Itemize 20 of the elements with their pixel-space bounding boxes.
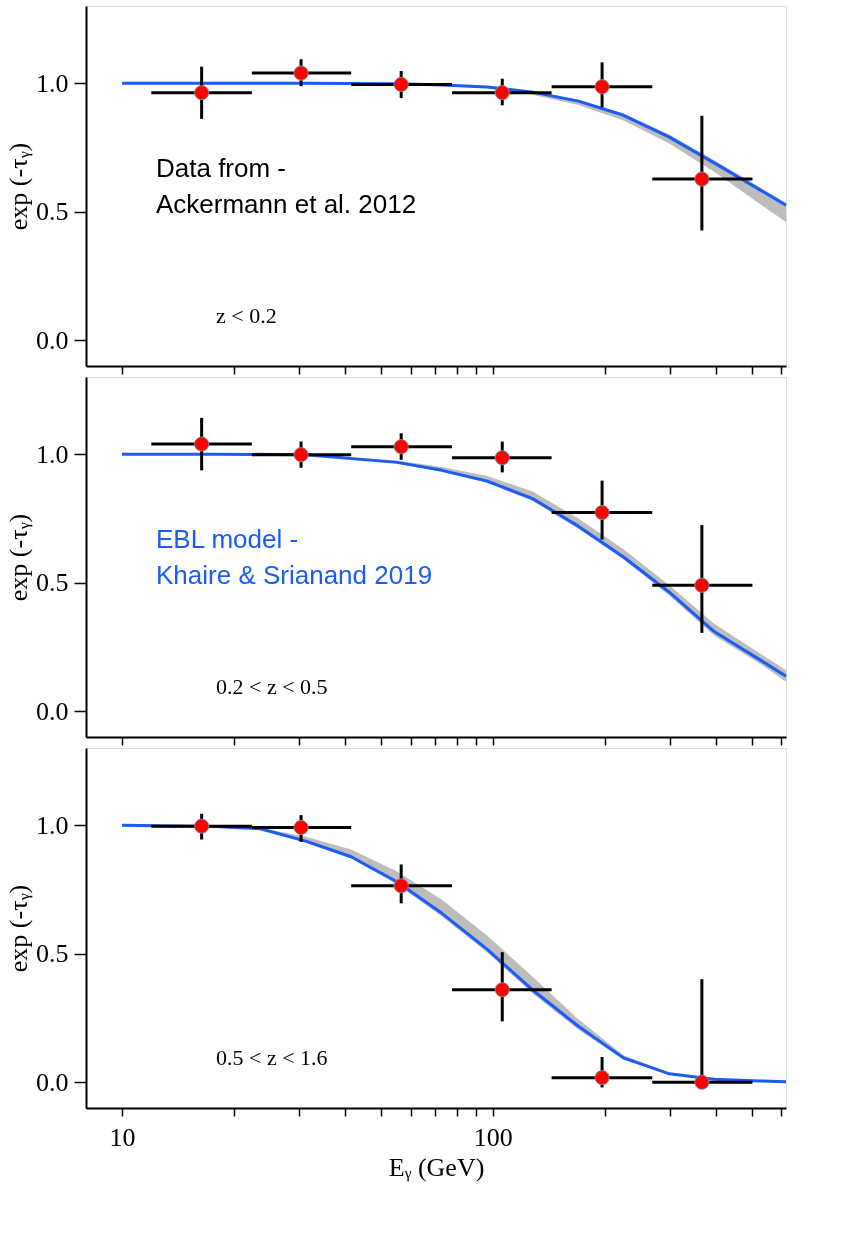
y-tick-label: 0.5 (36, 568, 69, 598)
y-axis-title: exp (-τᵧ) (4, 513, 33, 602)
annotation: 0.2 < z < 0.5 (216, 674, 328, 699)
annotation: z < 0.2 (216, 303, 277, 328)
y-axis-title: exp (-τᵧ) (4, 142, 33, 231)
text: Data from - Ackermann et al. 2012 (156, 153, 417, 219)
y-tick-label: 0.0 (36, 325, 69, 355)
y-axis-title: exp (-τᵧ) (4, 884, 33, 973)
y-tick-label: 0.0 (36, 696, 69, 726)
y-tick-label: 0.5 (36, 197, 69, 227)
x-axis-title: Eᵧ (GeV) (388, 1152, 485, 1182)
y-tick-label: 0.0 (36, 1067, 69, 1097)
y-tick-label: 0.5 (36, 939, 69, 969)
annotation: 0.5 < z < 1.6 (216, 1045, 328, 1070)
x-tick-label: 10 (109, 1122, 136, 1152)
x-tick-label: 100 (473, 1122, 513, 1152)
y-tick-label: 1.0 (36, 68, 69, 98)
y-tick-label: 1.0 (36, 810, 69, 840)
text: EBL model - Khaire & Srianand 2019 (156, 524, 433, 590)
y-tick-label: 1.0 (36, 439, 69, 469)
